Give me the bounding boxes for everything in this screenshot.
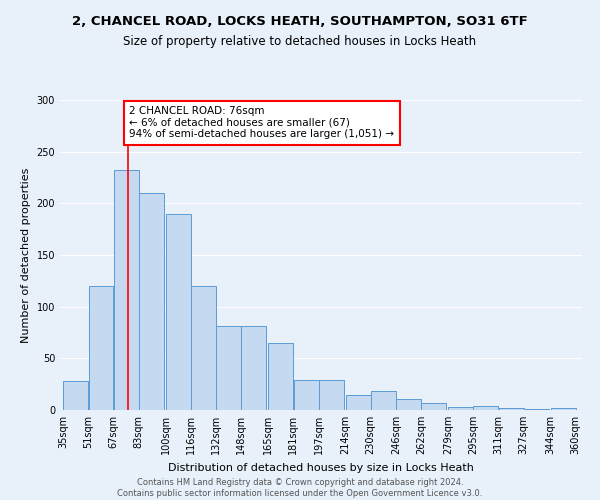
Bar <box>63 381 88 410</box>
Bar <box>216 326 241 410</box>
Bar <box>89 286 113 410</box>
Text: Contains HM Land Registry data © Crown copyright and database right 2024.
Contai: Contains HM Land Registry data © Crown c… <box>118 478 482 498</box>
Text: 2 CHANCEL ROAD: 76sqm
← 6% of detached houses are smaller (67)
94% of semi-detac: 2 CHANCEL ROAD: 76sqm ← 6% of detached h… <box>130 106 394 140</box>
Bar <box>319 380 344 410</box>
Bar <box>448 407 473 410</box>
Bar <box>396 398 421 410</box>
Text: 2, CHANCEL ROAD, LOCKS HEATH, SOUTHAMPTON, SO31 6TF: 2, CHANCEL ROAD, LOCKS HEATH, SOUTHAMPTO… <box>72 15 528 28</box>
Bar <box>473 406 498 410</box>
Bar <box>114 170 139 410</box>
Bar <box>499 408 524 410</box>
Text: Size of property relative to detached houses in Locks Heath: Size of property relative to detached ho… <box>124 35 476 48</box>
X-axis label: Distribution of detached houses by size in Locks Heath: Distribution of detached houses by size … <box>168 462 474 472</box>
Bar <box>551 408 575 410</box>
Bar <box>191 286 216 410</box>
Bar <box>241 326 266 410</box>
Bar <box>166 214 191 410</box>
Bar <box>346 394 371 410</box>
Bar <box>421 403 446 410</box>
Bar <box>371 392 396 410</box>
Y-axis label: Number of detached properties: Number of detached properties <box>21 168 31 342</box>
Bar <box>268 343 293 410</box>
Bar <box>139 193 164 410</box>
Bar <box>293 380 319 410</box>
Bar <box>524 409 549 410</box>
